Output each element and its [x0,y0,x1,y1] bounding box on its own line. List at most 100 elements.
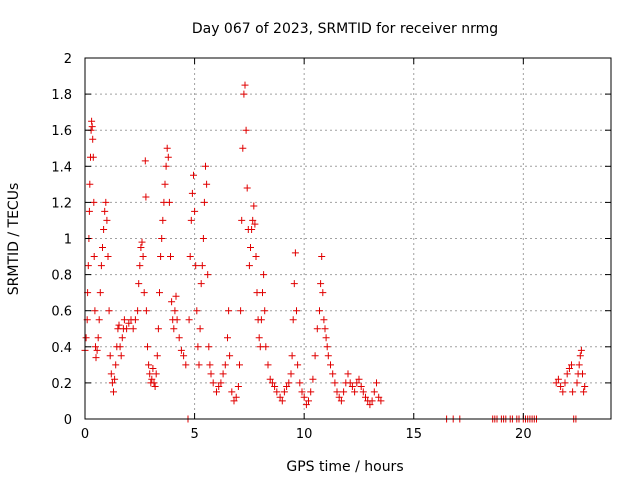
data-point [190,171,197,179]
data-point [144,343,151,351]
data-point [259,289,266,297]
data-point [260,271,268,279]
data-point [353,379,361,387]
data-point [320,316,328,324]
data-point [226,352,234,360]
data-point [90,198,98,206]
data-point [294,361,302,369]
data-point [105,307,113,315]
data-point [197,280,205,288]
data-point [305,397,312,405]
data-point [137,244,145,251]
data-points [81,81,589,423]
data-point [273,388,281,396]
data-point [240,90,248,98]
data-point [206,361,214,369]
data-point [95,316,103,324]
data-point [579,370,586,378]
data-point [316,307,323,315]
y-tick-label: 0.6 [51,305,72,320]
data-point [102,198,110,206]
data-point [146,370,154,378]
data-point [262,343,270,351]
data-point [142,193,150,201]
data-point [168,298,176,306]
data-point [375,393,383,401]
data-point [224,334,231,342]
data-point [285,379,293,387]
data-point [264,361,272,369]
data-point [291,249,299,257]
data-point [377,397,385,405]
grid [85,58,611,419]
y-tick-label: 1.6 [51,124,72,139]
data-point [139,253,147,260]
data-point [252,253,260,260]
data-point [228,388,236,396]
data-point [230,397,238,405]
data-point [337,397,345,405]
data-point [340,388,348,396]
x-tick-label: 20 [515,427,532,442]
data-point [213,388,220,396]
data-point [219,370,227,378]
data-point [138,238,146,246]
data-point [202,162,209,170]
data-point [90,253,98,260]
data-point [317,280,325,288]
data-point [84,262,92,270]
data-point [359,388,367,396]
data-point [287,370,295,378]
y-tick-label: 1.8 [51,88,72,103]
chart-title: Day 067 of 2023, SRMTID for receiver nrm… [192,21,498,37]
axis-ticks [84,57,611,420]
data-point [156,289,163,297]
data-point [221,361,229,369]
data-point [91,307,99,315]
data-point [193,307,201,315]
x-tick-label: 5 [190,427,198,442]
data-point [348,383,356,390]
data-point [319,289,327,297]
data-point [580,388,588,396]
data-point [552,379,560,387]
data-point [217,379,225,387]
data-point [158,235,166,242]
data-point [561,379,569,387]
data-point [311,352,319,360]
data-point [559,388,567,396]
data-point [344,370,352,378]
data-point [100,226,108,233]
data-point [261,307,269,315]
data-point [116,343,124,351]
data-point [300,393,308,401]
data-point [93,346,101,354]
data-point [111,375,119,383]
data-point [331,379,339,387]
data-point [136,262,144,270]
data-point [245,262,253,270]
tick-labels: 0 5 10 15 20 0 0.2 0.4 0.6 0.8 1 1.2 1.4 1.6 1.8 2 [51,52,531,442]
data-point [88,117,96,125]
data-point [266,375,274,383]
data-point [161,180,169,188]
data-point [242,126,250,134]
data-point [322,334,330,342]
data-point [293,307,300,315]
y-tick-label: 1.2 [51,196,72,211]
data-point [140,289,148,297]
data-point [94,334,102,342]
data-point [215,383,223,390]
data-point [243,184,251,192]
data-point [239,144,247,152]
data-point [575,361,583,369]
y-tick-label: 0.2 [51,377,72,392]
data-point [125,319,133,327]
data-point [153,352,161,360]
y-axis-label: SRMTID / TECUs [6,183,22,296]
data-point [110,388,117,396]
data-point [88,123,96,131]
data-point [565,365,573,372]
data-point [112,361,120,369]
data-point [329,370,337,378]
